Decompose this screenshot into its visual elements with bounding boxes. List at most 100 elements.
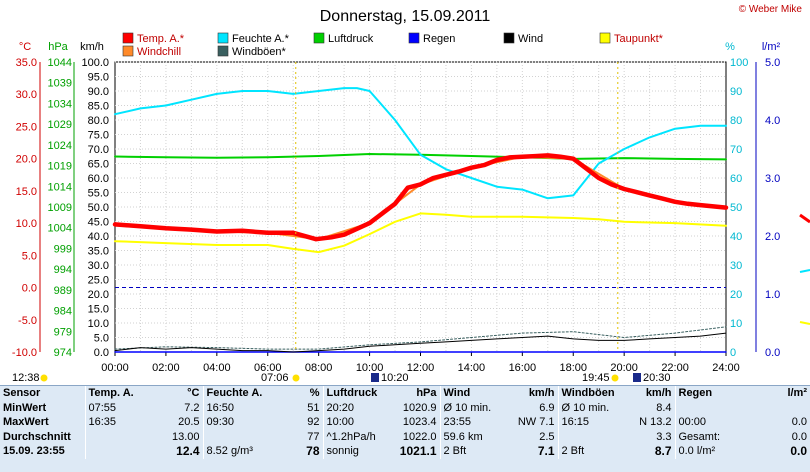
- pressure-tick-label: 984: [54, 306, 72, 318]
- time-tick-label: 02:00: [152, 362, 180, 374]
- summary-cell: Gesamt:: [674, 429, 753, 444]
- copyright-text: © Weber Mike: [739, 4, 803, 15]
- time-tick-label: 00:00: [101, 362, 129, 374]
- summary-cell: 1021.1: [399, 444, 437, 459]
- humidity-tick-label: 70: [730, 144, 742, 156]
- wind-tick-label: 50.0: [88, 202, 109, 214]
- summary-cell: 0.0: [791, 430, 807, 443]
- moonrise-icon: [371, 373, 379, 382]
- series-line-temp-a: [112, 153, 729, 242]
- summary-cell: [674, 400, 753, 415]
- legend-swatch: [217, 32, 229, 44]
- wind-tick-label: 25.0: [88, 275, 109, 287]
- humidity-tick-label: 60: [730, 173, 742, 185]
- time-tick-label: 22:00: [661, 362, 689, 374]
- series-line-windb-en: [114, 326, 727, 350]
- moon-icon: [40, 374, 48, 382]
- pressure-tick-label: 1004: [48, 223, 72, 235]
- legend-swatch: [313, 32, 325, 44]
- summary-cell: 2.5: [539, 430, 555, 443]
- summary-cell: 0.0: [790, 444, 807, 459]
- summary-cell: 15.09. 23:55: [3, 445, 65, 458]
- legend-label: Temp. A.*: [137, 33, 185, 45]
- moonrise-time: 10:20: [381, 372, 409, 384]
- summary-cell: l/m²: [787, 387, 807, 400]
- temp-tick-label: 5.0: [22, 250, 37, 262]
- summary-cell: NW 7.1: [517, 416, 555, 429]
- time-tick-label: 14:00: [458, 362, 486, 374]
- time-tick-label: 16:00: [509, 362, 537, 374]
- time-tick-label: 08:00: [305, 362, 333, 374]
- legend-swatch: [122, 45, 134, 57]
- wind-tick-label: 30.0: [88, 260, 109, 272]
- summary-cell: [202, 429, 277, 444]
- summary-row: MaxWert 16:35 20.5 09:30 92 10:00 1023.4 23:55 N…: [0, 415, 810, 430]
- summary-cell: Ø 10 min.: [439, 400, 503, 415]
- summary-cell: 1020.9: [402, 401, 437, 414]
- temp-tick-label: 15.0: [16, 186, 37, 198]
- summary-cell: 2 Bft: [439, 444, 503, 459]
- humidity-tick-label: 30: [730, 260, 742, 272]
- summary-cell: Ø 10 min.: [557, 400, 620, 415]
- summary-cell: N 13.2: [639, 416, 672, 429]
- summary-cell: 59.6 km: [439, 429, 503, 444]
- summary-cell: ^1.2hPa/h: [322, 429, 389, 444]
- wind-tick-label: 20.0: [88, 289, 109, 301]
- summary-cell: [84, 429, 145, 444]
- summary-cell: [557, 429, 620, 444]
- humidity-tick-label: 80: [730, 115, 742, 127]
- time-tick-label: 06:00: [254, 362, 282, 374]
- pressure-tick-label: 1029: [48, 119, 72, 131]
- humidity-tick-label: 20: [730, 289, 742, 301]
- humidity-tick-label: 40: [730, 231, 742, 243]
- moonset-time: 12:38: [12, 372, 40, 384]
- summary-cell: 07:55: [84, 400, 145, 415]
- summary-cell: km/h: [528, 387, 555, 400]
- series-line-taupunkt: [114, 212, 727, 254]
- temp-tick-label: -10.0: [12, 347, 37, 359]
- summary-row: Sensor Temp. A. °C Feuchte A.% Luftdruck hPa W…: [0, 386, 810, 401]
- temp-tick-label: 35.0: [16, 57, 37, 69]
- rain-tick-label: 3.0: [765, 173, 780, 185]
- summary-cell: 8.4: [656, 401, 672, 414]
- pressure-tick-label: 1019: [48, 161, 72, 173]
- time-tick-label: 20:00: [610, 362, 638, 374]
- wind-tick-label: 35.0: [88, 246, 109, 258]
- summary-cell: Wind: [439, 386, 503, 401]
- wind-tick-label: 10.0: [88, 318, 109, 330]
- summary-cell: [753, 401, 810, 416]
- summary-panel: Sensor Temp. A. °C Feuchte A.% Luftdruck hPa W…: [0, 385, 810, 472]
- legend-swatch: [599, 32, 611, 44]
- summary-cell: 2 Bft: [557, 444, 620, 459]
- pressure-tick-label: 1044: [48, 57, 72, 69]
- summary-cell: °C: [187, 387, 200, 400]
- temp-tick-label: -5.0: [18, 315, 37, 327]
- legend-label: Wind: [518, 33, 543, 45]
- legend-swatch: [503, 32, 515, 44]
- summary-cell: 0.0 l/m²: [674, 444, 753, 459]
- pressure-tick-label: 1024: [48, 140, 72, 152]
- wind-tick-label: 0.0: [94, 347, 109, 359]
- rain-unit-label: l/m²: [762, 41, 781, 53]
- summary-cell: 7.2: [184, 401, 200, 414]
- summary-cell: 10:00: [322, 415, 389, 430]
- summary-cell: 8.7: [654, 444, 672, 459]
- temp-tick-label: 25.0: [16, 121, 37, 133]
- chart-area: Donnerstag, 15.09.2011 © Weber Mike Temp. …: [12, 4, 810, 384]
- summary-cell: 7.1: [537, 444, 555, 459]
- summary-cell: %: [309, 387, 320, 400]
- wind-tick-label: 5.0: [94, 333, 109, 345]
- humidity-tick-label: 100: [730, 57, 748, 69]
- next-chart-edge-humidity: [799, 269, 810, 273]
- summary-cell: 8.52 g/m³: [202, 444, 277, 459]
- wind-tick-label: 40.0: [88, 231, 109, 243]
- summary-cell: Durchschnitt: [3, 430, 71, 443]
- pressure-tick-label: 1034: [48, 98, 72, 110]
- legend-swatch: [122, 32, 134, 44]
- summary-cell: 13.00: [171, 430, 200, 443]
- wind-tick-label: 55.0: [88, 188, 109, 200]
- pressure-tick-label: 1009: [48, 202, 72, 214]
- legend-label: Luftdruck: [328, 33, 374, 45]
- rain-tick-label: 4.0: [765, 115, 780, 127]
- temp-tick-label: 20.0: [16, 154, 37, 166]
